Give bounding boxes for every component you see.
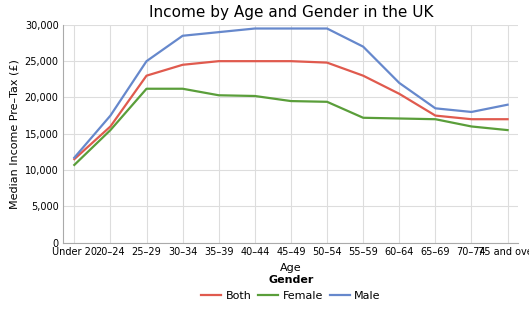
Male: [143, 59, 150, 63]
Female: [71, 163, 77, 167]
Female: [107, 128, 114, 132]
Male: [107, 114, 114, 118]
Both: [215, 59, 222, 63]
Both: [396, 92, 403, 96]
Male: [360, 45, 367, 49]
Both: [179, 63, 186, 67]
Both: [468, 117, 475, 121]
Female: [432, 117, 439, 121]
Female: [324, 100, 330, 104]
Line: Female: Female: [74, 89, 508, 165]
X-axis label: Age: Age: [280, 263, 302, 273]
Female: [143, 87, 150, 91]
Line: Male: Male: [74, 29, 508, 158]
Female: [288, 99, 294, 103]
Both: [505, 117, 511, 121]
Both: [324, 61, 330, 64]
Both: [252, 59, 258, 63]
Title: Income by Age and Gender in the UK: Income by Age and Gender in the UK: [149, 5, 433, 20]
Female: [505, 128, 511, 132]
Female: [215, 93, 222, 97]
Male: [468, 110, 475, 114]
Female: [252, 94, 258, 98]
Male: [505, 103, 511, 107]
Male: [432, 106, 439, 110]
Both: [288, 59, 294, 63]
Female: [468, 125, 475, 128]
Male: [215, 30, 222, 34]
Both: [143, 74, 150, 77]
Female: [179, 87, 186, 91]
Y-axis label: Median Income Pre–Tax (£): Median Income Pre–Tax (£): [9, 59, 19, 209]
Female: [360, 116, 367, 120]
Line: Both: Both: [74, 61, 508, 159]
Male: [324, 27, 330, 30]
Male: [71, 156, 77, 160]
Legend: Both, Female, Male: Both, Female, Male: [197, 271, 385, 305]
Both: [107, 125, 114, 128]
Female: [396, 117, 403, 120]
Male: [396, 81, 403, 85]
Both: [71, 157, 77, 161]
Male: [288, 27, 294, 30]
Male: [252, 27, 258, 30]
Both: [360, 74, 367, 77]
Both: [432, 114, 439, 118]
Male: [179, 34, 186, 38]
